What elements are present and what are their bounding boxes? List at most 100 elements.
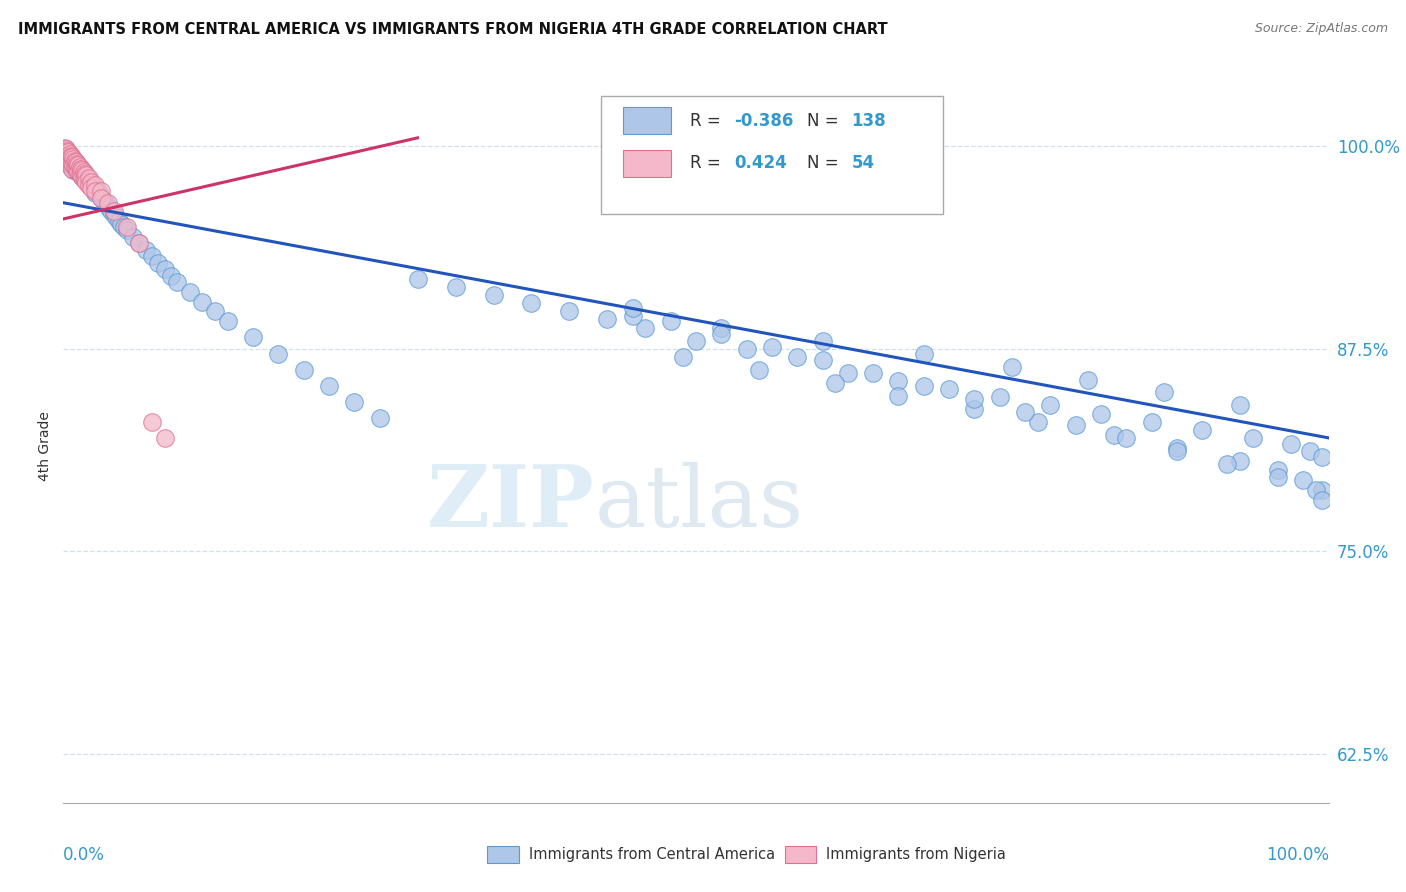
Point <box>77 173 100 187</box>
Point <box>1279 437 1302 451</box>
Point <box>90 185 112 199</box>
Point <box>1026 415 1049 429</box>
Point <box>62 163 84 178</box>
Point <box>1312 483 1334 497</box>
Point <box>824 376 846 390</box>
Point <box>80 176 103 190</box>
Point <box>128 236 150 251</box>
Point <box>115 223 138 237</box>
Point <box>685 334 707 348</box>
Point <box>70 168 93 182</box>
Point <box>97 201 120 215</box>
Point <box>621 310 644 324</box>
Point <box>56 153 79 168</box>
Point <box>76 171 98 186</box>
Point <box>1102 427 1125 442</box>
Point <box>96 195 118 210</box>
Point <box>55 142 77 156</box>
Point <box>53 147 76 161</box>
Text: N =: N = <box>807 112 844 129</box>
Text: 0.424: 0.424 <box>734 154 787 172</box>
Point <box>100 203 122 218</box>
Point <box>67 165 90 179</box>
Point <box>67 165 90 179</box>
Point <box>63 155 86 169</box>
Point <box>60 157 83 171</box>
Point <box>112 220 135 235</box>
Text: 0.0%: 0.0% <box>63 846 105 863</box>
Point <box>1241 431 1264 445</box>
Text: Immigrants from Central America: Immigrants from Central America <box>529 847 775 862</box>
Point <box>58 153 80 168</box>
Point <box>1077 372 1099 386</box>
Point <box>761 340 783 354</box>
Point <box>1267 470 1289 484</box>
Point <box>141 415 163 429</box>
Point <box>60 150 83 164</box>
Point <box>368 411 391 425</box>
Point <box>75 175 97 189</box>
Point <box>406 272 429 286</box>
Point <box>1312 492 1334 507</box>
Point <box>292 363 315 377</box>
Point <box>963 401 986 416</box>
Point <box>70 163 93 178</box>
Point <box>62 153 84 168</box>
Point <box>56 145 79 160</box>
Point <box>58 157 80 171</box>
Point <box>66 163 89 178</box>
Point <box>55 149 77 163</box>
Point <box>58 145 80 160</box>
Point <box>58 147 80 161</box>
Point <box>1292 473 1315 487</box>
Point <box>72 171 94 186</box>
Point <box>811 353 834 368</box>
Text: R =: R = <box>690 154 725 172</box>
Point <box>56 150 79 164</box>
Point <box>67 160 90 174</box>
Point <box>69 167 91 181</box>
Point <box>79 175 101 189</box>
Point <box>84 183 107 197</box>
Point <box>596 312 619 326</box>
Point <box>938 382 960 396</box>
Point <box>80 181 103 195</box>
Point <box>1299 443 1322 458</box>
Point <box>58 149 80 163</box>
Bar <box>623 107 671 134</box>
Text: 54: 54 <box>852 154 875 172</box>
Point <box>62 158 84 172</box>
Point <box>887 374 910 388</box>
Text: 138: 138 <box>852 112 886 129</box>
Point <box>75 168 97 182</box>
Point <box>141 249 163 263</box>
Text: Source: ZipAtlas.com: Source: ZipAtlas.com <box>1254 22 1388 36</box>
Point <box>83 179 105 194</box>
Point <box>56 144 79 158</box>
Point <box>84 181 107 195</box>
Point <box>80 175 103 189</box>
Point <box>69 167 91 181</box>
Point <box>1153 385 1175 400</box>
Point <box>55 147 77 161</box>
Point <box>242 330 264 344</box>
Point <box>558 304 581 318</box>
Point <box>1229 399 1251 413</box>
Point <box>70 161 93 176</box>
Text: atlas: atlas <box>595 461 804 545</box>
Text: N =: N = <box>807 154 844 172</box>
Point <box>204 304 226 318</box>
Point <box>318 379 340 393</box>
Text: R =: R = <box>690 112 725 129</box>
Point <box>58 147 80 161</box>
Point <box>179 285 201 299</box>
Point <box>1216 457 1239 471</box>
Point <box>1001 359 1024 374</box>
Bar <box>785 846 815 863</box>
Text: ZIP: ZIP <box>427 461 595 545</box>
Point <box>93 194 115 208</box>
Point <box>267 346 290 360</box>
Point <box>148 256 170 270</box>
Point <box>58 157 80 171</box>
Y-axis label: 4th Grade: 4th Grade <box>38 411 52 481</box>
